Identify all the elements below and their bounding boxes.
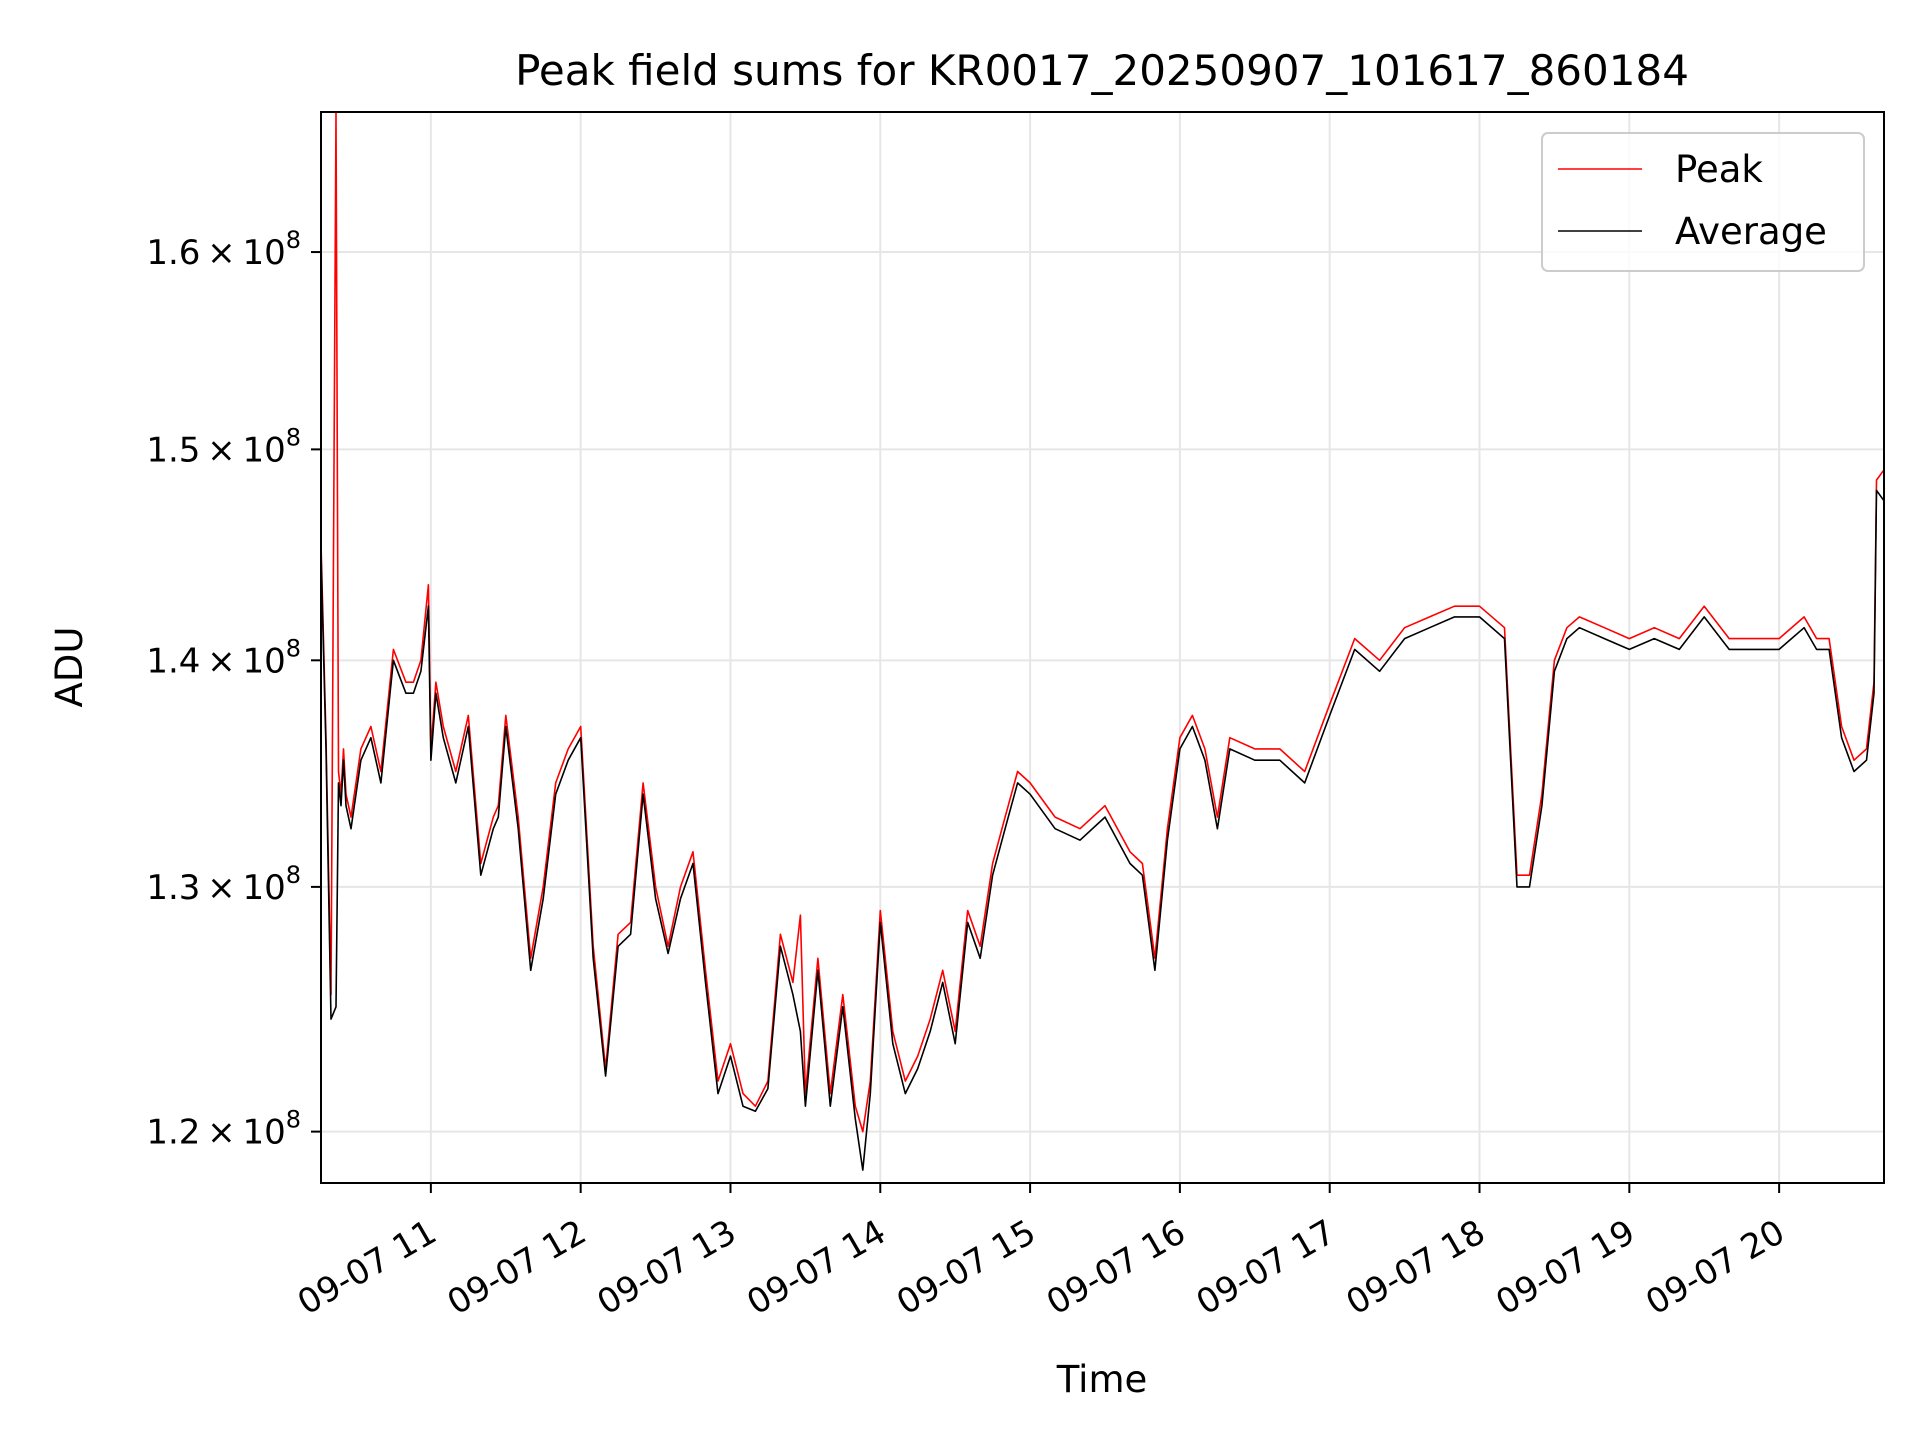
series-line-average [320, 489, 1885, 1171]
grid-lines [321, 112, 1884, 1183]
plot-frame [320, 111, 1885, 1184]
chart-title: Peak field sums for KR0017_20250907_1016… [515, 46, 1689, 95]
y-tick-label: 1.6 × 108 [146, 226, 301, 273]
legend: Peak Average [1541, 132, 1865, 272]
y-axis-label: ADU [48, 627, 91, 708]
y-tick-label: 1.4 × 108 [146, 634, 301, 681]
y-tick-label: 1.2 × 108 [146, 1106, 301, 1153]
legend-box [1541, 132, 1865, 272]
plot-series [320, 111, 1885, 1171]
legend-label-peak: Peak [1675, 148, 1763, 191]
x-axis-label: Time [1056, 1358, 1148, 1401]
y-tick-label: 1.3 × 108 [146, 861, 301, 908]
y-axis-ticks: 1.2 × 108 1.3 × 108 1.4 × 108 1.5 × 108 1.6 … [146, 226, 321, 1153]
y-tick-label: 1.5 × 108 [146, 423, 301, 470]
legend-label-average: Average [1675, 210, 1827, 253]
series-line-peak [320, 111, 1885, 1133]
